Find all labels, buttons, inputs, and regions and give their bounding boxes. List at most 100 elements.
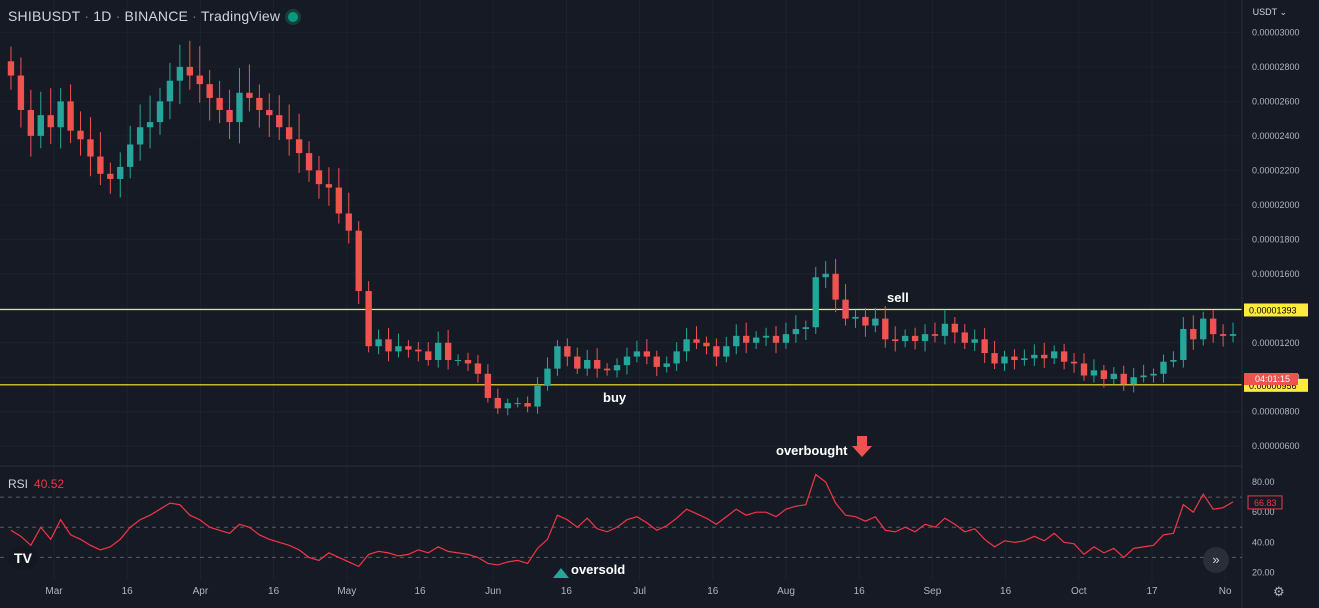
candle-body — [117, 166, 124, 179]
candle-body — [57, 101, 64, 128]
settings-gear-icon[interactable]: ⚙ — [1273, 584, 1285, 599]
candle-body — [345, 213, 352, 231]
candle-body — [703, 342, 710, 347]
rsi-tick-label: 40.00 — [1252, 537, 1275, 547]
chevron-down-icon: ⌄ — [1279, 7, 1287, 17]
countdown-text: 04:01:15 — [1255, 374, 1290, 384]
rsi-scale[interactable]: 80.00 60.00 40.00 20.00 66.83 — [1247, 477, 1283, 577]
arrow-down-icon — [852, 436, 872, 457]
candle-body — [305, 153, 313, 171]
exchange: BINANCE — [124, 8, 189, 24]
candle-body — [136, 127, 144, 145]
candle-body — [1209, 318, 1217, 335]
candle-body — [872, 318, 879, 326]
rsi-legend[interactable]: RSI 40.52 — [8, 477, 64, 491]
oversold-annotation: oversold — [571, 562, 625, 577]
candle-body — [415, 349, 422, 352]
price-tick-label: 0.00002600 — [1252, 96, 1300, 106]
candle-body — [1229, 334, 1237, 336]
interval[interactable]: 1D — [93, 8, 112, 24]
candle-body — [335, 187, 343, 214]
currency-selector[interactable]: USDT ⌄ — [1253, 7, 1287, 18]
rsi-pane — [0, 473, 1242, 568]
candle-body — [852, 316, 859, 319]
time-tick-label: 17 — [1146, 586, 1158, 597]
time-tick-label: No — [1219, 586, 1232, 597]
time-axis[interactable]: Mar 16 Apr 16 May 16 Jun 16 Jul 16 Aug 16 Sep 16 Oct 17… — [45, 586, 1232, 597]
candle-body — [683, 339, 690, 352]
candle-body — [295, 139, 303, 154]
market-status-icon[interactable] — [288, 12, 299, 22]
candle-body — [405, 346, 412, 350]
candle-body — [623, 356, 631, 366]
candle-body — [1021, 358, 1028, 360]
candle-body — [1100, 370, 1108, 379]
candle-body — [226, 110, 233, 123]
resistance-price-badge — [1244, 303, 1308, 317]
support-price-badge-text: 0.00000956 — [1249, 381, 1297, 391]
overbought-annotation: overbought — [776, 443, 848, 458]
candle-body — [613, 365, 621, 371]
rsi-tick-label: 20.00 — [1252, 567, 1275, 577]
candle-body — [166, 80, 174, 102]
candle-body — [951, 323, 959, 333]
time-tick-label: 16 — [122, 586, 134, 597]
candle-body — [315, 170, 323, 185]
sell-annotation: sell — [887, 290, 909, 305]
candle-body — [494, 397, 501, 409]
candle-body — [27, 110, 35, 136]
tradingview-logo-icon[interactable]: TV — [8, 546, 38, 570]
price-tick-label: 0.00000800 — [1252, 407, 1300, 417]
candle-body — [733, 335, 740, 347]
candle-body — [534, 385, 541, 407]
candle-body — [941, 323, 949, 336]
countdown-badge — [1244, 373, 1298, 385]
time-tick-label: 16 — [1000, 586, 1012, 597]
time-tick-label: 16 — [414, 586, 426, 597]
candle-body — [37, 115, 44, 136]
grid — [0, 0, 1242, 580]
candle-body — [276, 115, 283, 128]
candle-body — [603, 368, 611, 371]
candle-body — [1060, 351, 1068, 362]
symbol-name[interactable]: SHIBUSDT — [8, 8, 81, 24]
arrow-up-icon — [553, 568, 569, 578]
rsi-tick-label: 60.00 — [1252, 507, 1275, 517]
candle-body — [127, 144, 134, 167]
candle-body — [1150, 373, 1157, 376]
platform: TradingView — [200, 8, 281, 24]
candle-body — [931, 334, 939, 336]
candle-body — [156, 101, 164, 123]
price-tick-label: 0.00001800 — [1252, 234, 1300, 244]
scroll-to-realtime-icon[interactable]: » — [1203, 547, 1229, 573]
time-tick-label: 16 — [268, 586, 280, 597]
time-tick-label: Aug — [777, 586, 795, 597]
resistance-price-badge-text: 0.00001393 — [1249, 305, 1297, 315]
candle-body — [444, 342, 452, 360]
price-scale[interactable]: 0.000006000.000008000.000010000.00001200… — [1244, 27, 1308, 451]
candle-body — [1190, 328, 1197, 340]
time-tick-label: Apr — [193, 586, 209, 597]
candle-body — [7, 61, 15, 76]
candle-body — [752, 337, 760, 343]
symbol-header[interactable]: SHIBUSDT · 1D · BINANCE · TradingView — [8, 8, 299, 24]
candle-body — [673, 351, 680, 364]
candle-body — [892, 339, 899, 342]
candle-body — [196, 75, 203, 85]
candle-body — [564, 346, 571, 357]
candle-body — [186, 66, 193, 76]
candle-body — [1051, 351, 1058, 359]
rsi-line — [10, 473, 1234, 568]
candle-body — [266, 110, 273, 116]
candle-body — [1031, 354, 1038, 359]
time-tick-label: 16 — [707, 586, 719, 597]
candle-body — [1200, 318, 1207, 340]
time-tick-label: Jun — [485, 586, 501, 597]
candle-body — [574, 356, 581, 369]
candle-body — [1160, 361, 1167, 374]
candle-body — [653, 356, 660, 367]
candle-body — [1070, 361, 1078, 364]
candle-body — [693, 339, 700, 343]
candle-body — [802, 327, 809, 329]
